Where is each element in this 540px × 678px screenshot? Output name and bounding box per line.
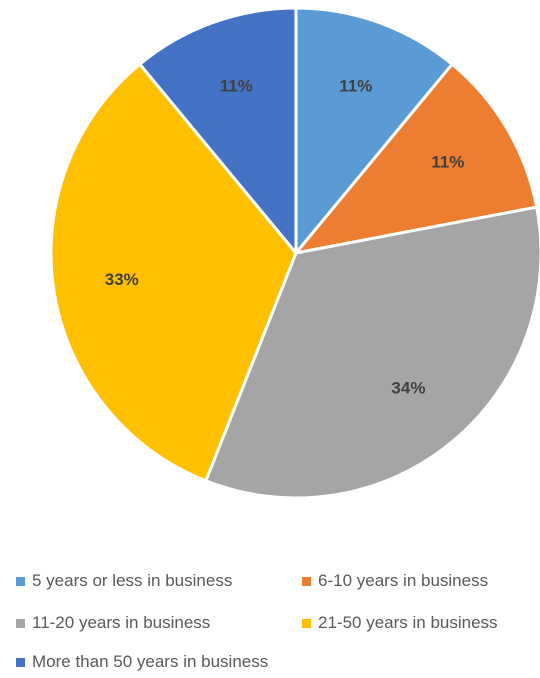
- pie-slice: [49, 62, 298, 483]
- pie-data-label: 34%: [391, 378, 425, 397]
- pie-slice: [294, 6, 454, 255]
- pie-data-label: 11%: [431, 153, 464, 172]
- pie-data-label: 11%: [339, 77, 372, 96]
- pie-data-label: 11%: [220, 77, 253, 96]
- pie-slice: [294, 62, 539, 255]
- pie-slices: [49, 6, 540, 500]
- pie-data-labels: 11% 11% 34% 33% 11%: [105, 77, 465, 398]
- pie-slice: [138, 6, 298, 255]
- pie-data-label: 33%: [105, 270, 139, 289]
